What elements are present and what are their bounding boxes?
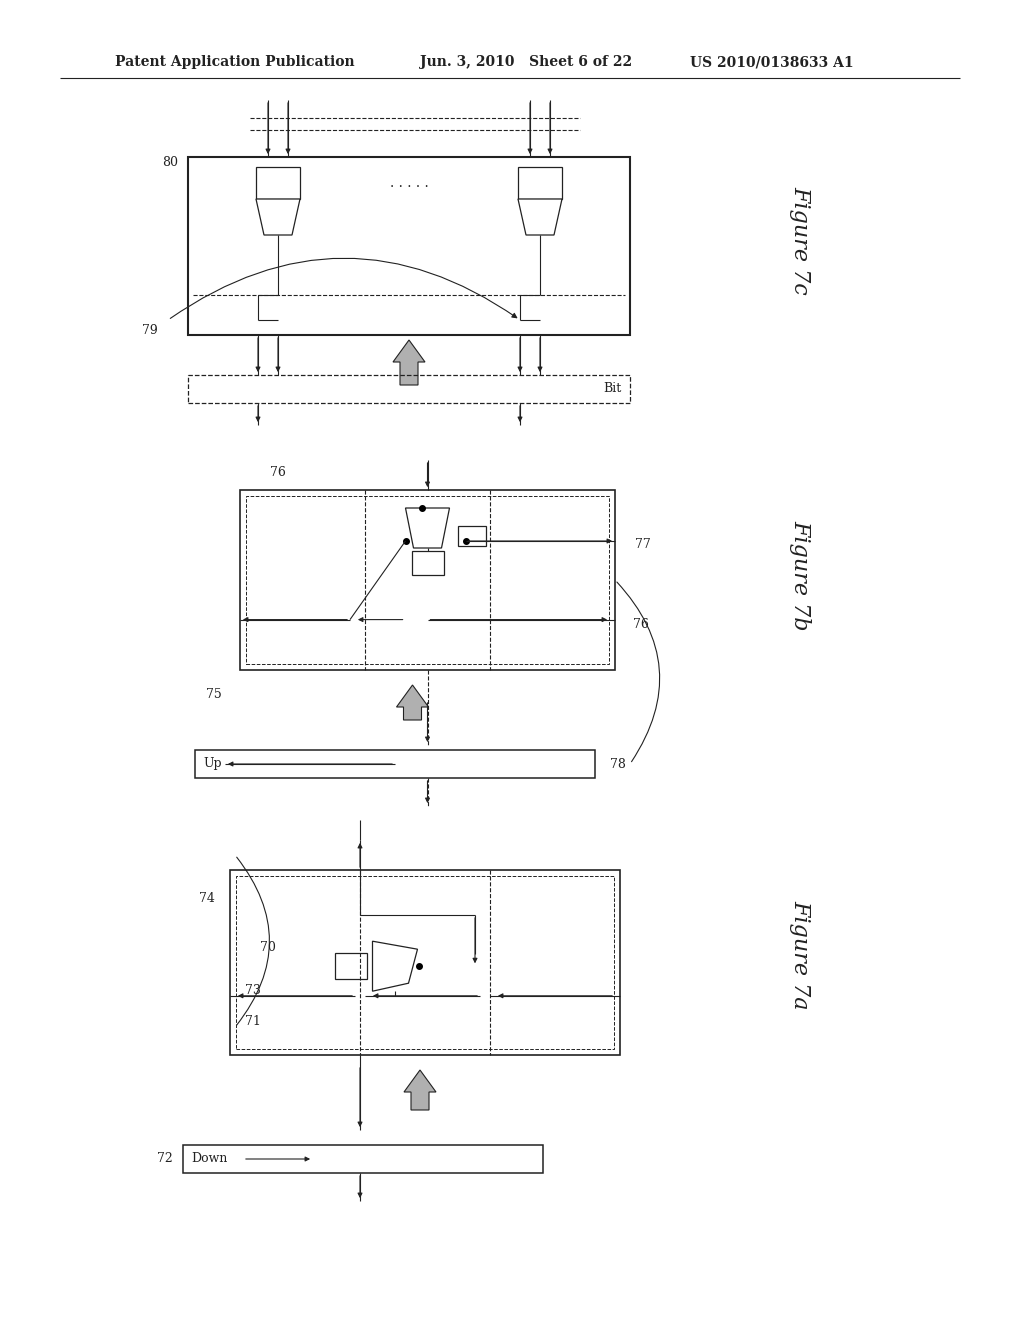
FancyArrow shape [404,1071,436,1110]
Text: 73: 73 [245,983,261,997]
Text: 76: 76 [270,466,286,479]
FancyArrow shape [393,341,425,385]
Text: Patent Application Publication: Patent Application Publication [115,55,354,69]
Text: 71: 71 [245,1015,261,1028]
Bar [256,168,300,199]
Text: US 2010/0138633 A1: US 2010/0138633 A1 [690,55,854,69]
Bar [188,157,630,335]
Text: 77: 77 [635,537,650,550]
Text: 75: 75 [206,689,222,701]
Bar [412,550,443,576]
Bar [183,1144,543,1173]
Bar [335,953,367,979]
Text: Figure 7c: Figure 7c [790,186,811,294]
Bar [236,876,614,1049]
Text: 78: 78 [610,758,626,771]
Bar [230,870,620,1055]
Text: Down: Down [191,1152,227,1166]
Text: Jun. 3, 2010   Sheet 6 of 22: Jun. 3, 2010 Sheet 6 of 22 [420,55,632,69]
Text: 72: 72 [158,1152,173,1166]
Polygon shape [518,199,562,235]
Polygon shape [406,508,450,548]
Bar [240,490,615,671]
Text: 80: 80 [162,156,178,169]
Text: 79: 79 [142,323,158,337]
Text: Figure 7b: Figure 7b [790,520,811,630]
Bar [458,525,485,546]
Polygon shape [256,199,300,235]
Polygon shape [373,941,418,991]
Bar [518,168,562,199]
Text: 70: 70 [260,941,275,954]
Text: 76: 76 [633,619,649,631]
Bar [195,750,595,777]
Text: . . . . .: . . . . . [389,176,428,190]
FancyArrow shape [396,685,428,719]
Bar [188,375,630,403]
Text: 74: 74 [199,892,215,906]
Text: Bit: Bit [604,383,622,396]
Text: Up: Up [203,758,221,771]
Text: Figure 7a: Figure 7a [790,900,811,1010]
Bar [246,496,609,664]
